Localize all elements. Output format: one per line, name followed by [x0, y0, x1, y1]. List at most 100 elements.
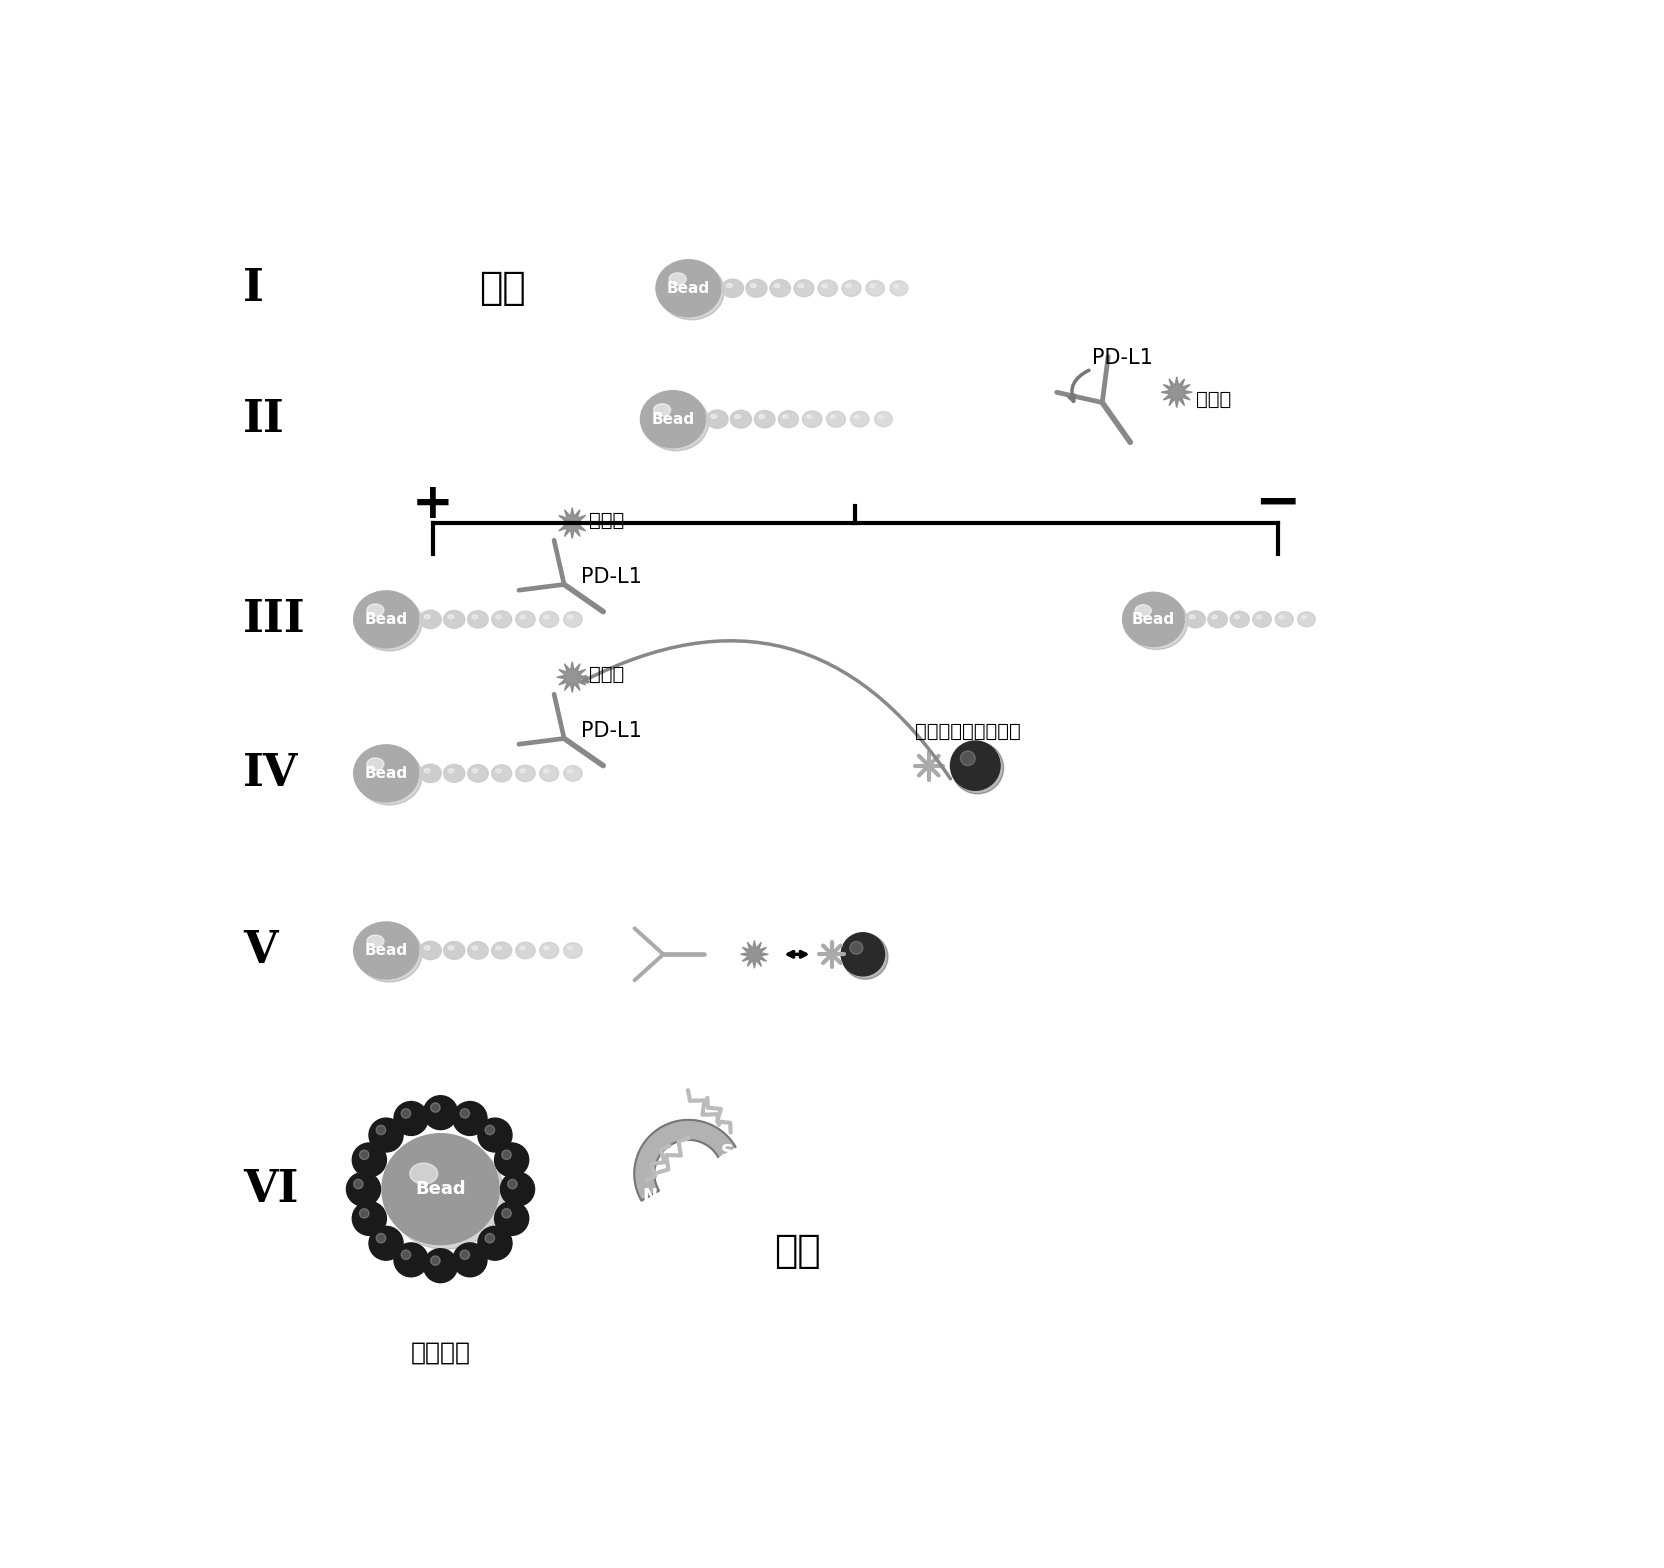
Ellipse shape: [1280, 615, 1285, 619]
Ellipse shape: [473, 768, 478, 773]
Ellipse shape: [827, 411, 845, 426]
Circle shape: [850, 941, 864, 955]
Ellipse shape: [754, 411, 775, 428]
Ellipse shape: [1135, 605, 1151, 616]
Ellipse shape: [730, 411, 752, 428]
Ellipse shape: [564, 765, 582, 781]
Polygon shape: [557, 662, 587, 693]
Text: Bead: Bead: [651, 412, 694, 426]
Ellipse shape: [830, 416, 835, 419]
Ellipse shape: [409, 1163, 438, 1184]
Ellipse shape: [544, 947, 549, 950]
Text: VI: VI: [243, 1168, 298, 1210]
Ellipse shape: [870, 284, 875, 287]
Circle shape: [369, 1118, 403, 1152]
Circle shape: [952, 742, 1003, 793]
Circle shape: [501, 1173, 534, 1206]
Circle shape: [431, 1102, 441, 1112]
Text: 生物素: 生物素: [589, 511, 624, 530]
Ellipse shape: [516, 612, 536, 627]
Ellipse shape: [468, 610, 488, 629]
Ellipse shape: [854, 416, 860, 419]
Ellipse shape: [567, 947, 572, 950]
Ellipse shape: [865, 281, 885, 296]
Ellipse shape: [1125, 596, 1188, 649]
Ellipse shape: [496, 615, 501, 619]
Text: +: +: [413, 480, 454, 528]
Ellipse shape: [1301, 616, 1306, 619]
Polygon shape: [740, 941, 769, 967]
Ellipse shape: [491, 765, 513, 782]
Circle shape: [369, 1226, 403, 1261]
Ellipse shape: [770, 279, 790, 296]
Ellipse shape: [519, 946, 526, 950]
Text: N: N: [642, 1187, 657, 1204]
Circle shape: [423, 1248, 458, 1283]
Ellipse shape: [799, 284, 804, 287]
Ellipse shape: [356, 748, 423, 804]
Ellipse shape: [659, 263, 724, 320]
Text: 生物素: 生物素: [1196, 390, 1231, 409]
Text: Bead: Bead: [667, 281, 711, 296]
Circle shape: [842, 933, 885, 975]
Ellipse shape: [516, 942, 536, 958]
Ellipse shape: [544, 770, 549, 773]
Circle shape: [478, 1118, 513, 1152]
Ellipse shape: [419, 610, 441, 629]
Ellipse shape: [807, 416, 812, 419]
Ellipse shape: [1123, 593, 1185, 646]
Text: 生物素: 生物素: [589, 665, 624, 684]
Circle shape: [453, 1102, 488, 1135]
Text: −: −: [1255, 477, 1301, 532]
Ellipse shape: [819, 281, 837, 296]
Ellipse shape: [1256, 615, 1261, 619]
Ellipse shape: [750, 284, 755, 287]
Ellipse shape: [383, 1134, 499, 1245]
Circle shape: [486, 1126, 494, 1135]
Ellipse shape: [516, 765, 536, 781]
Circle shape: [431, 1256, 441, 1265]
Circle shape: [423, 1096, 458, 1129]
Ellipse shape: [774, 284, 780, 287]
Ellipse shape: [669, 273, 686, 285]
Ellipse shape: [468, 765, 488, 782]
Ellipse shape: [842, 281, 860, 296]
Ellipse shape: [706, 409, 729, 428]
Circle shape: [494, 1143, 529, 1178]
Ellipse shape: [366, 757, 384, 770]
Ellipse shape: [473, 615, 478, 619]
Ellipse shape: [567, 615, 572, 619]
Circle shape: [459, 1109, 469, 1118]
Text: Bead: Bead: [1132, 612, 1175, 627]
Circle shape: [960, 751, 975, 765]
Ellipse shape: [567, 770, 572, 773]
Ellipse shape: [641, 390, 706, 447]
Ellipse shape: [424, 615, 431, 619]
Circle shape: [508, 1179, 518, 1189]
Ellipse shape: [444, 610, 464, 629]
Circle shape: [950, 742, 1000, 790]
Circle shape: [376, 1234, 386, 1243]
Ellipse shape: [448, 615, 454, 619]
Text: IV: IV: [243, 753, 298, 795]
Polygon shape: [634, 1120, 735, 1201]
Polygon shape: [557, 508, 587, 538]
Ellipse shape: [496, 768, 501, 773]
Circle shape: [401, 1109, 411, 1118]
Circle shape: [503, 1209, 511, 1218]
Text: S: S: [721, 1143, 734, 1160]
Ellipse shape: [444, 765, 464, 782]
Circle shape: [494, 1201, 529, 1236]
Text: PD-L1: PD-L1: [581, 568, 641, 586]
Text: 肽珠: 肽珠: [479, 270, 526, 307]
Ellipse shape: [735, 414, 740, 419]
Text: 磁场: 磁场: [774, 1232, 820, 1270]
Text: Bead: Bead: [364, 765, 408, 781]
Text: II: II: [243, 398, 285, 441]
Ellipse shape: [890, 281, 909, 296]
Ellipse shape: [366, 604, 384, 616]
Ellipse shape: [491, 612, 513, 627]
Circle shape: [478, 1226, 513, 1261]
Circle shape: [353, 1143, 386, 1178]
Circle shape: [359, 1149, 369, 1160]
